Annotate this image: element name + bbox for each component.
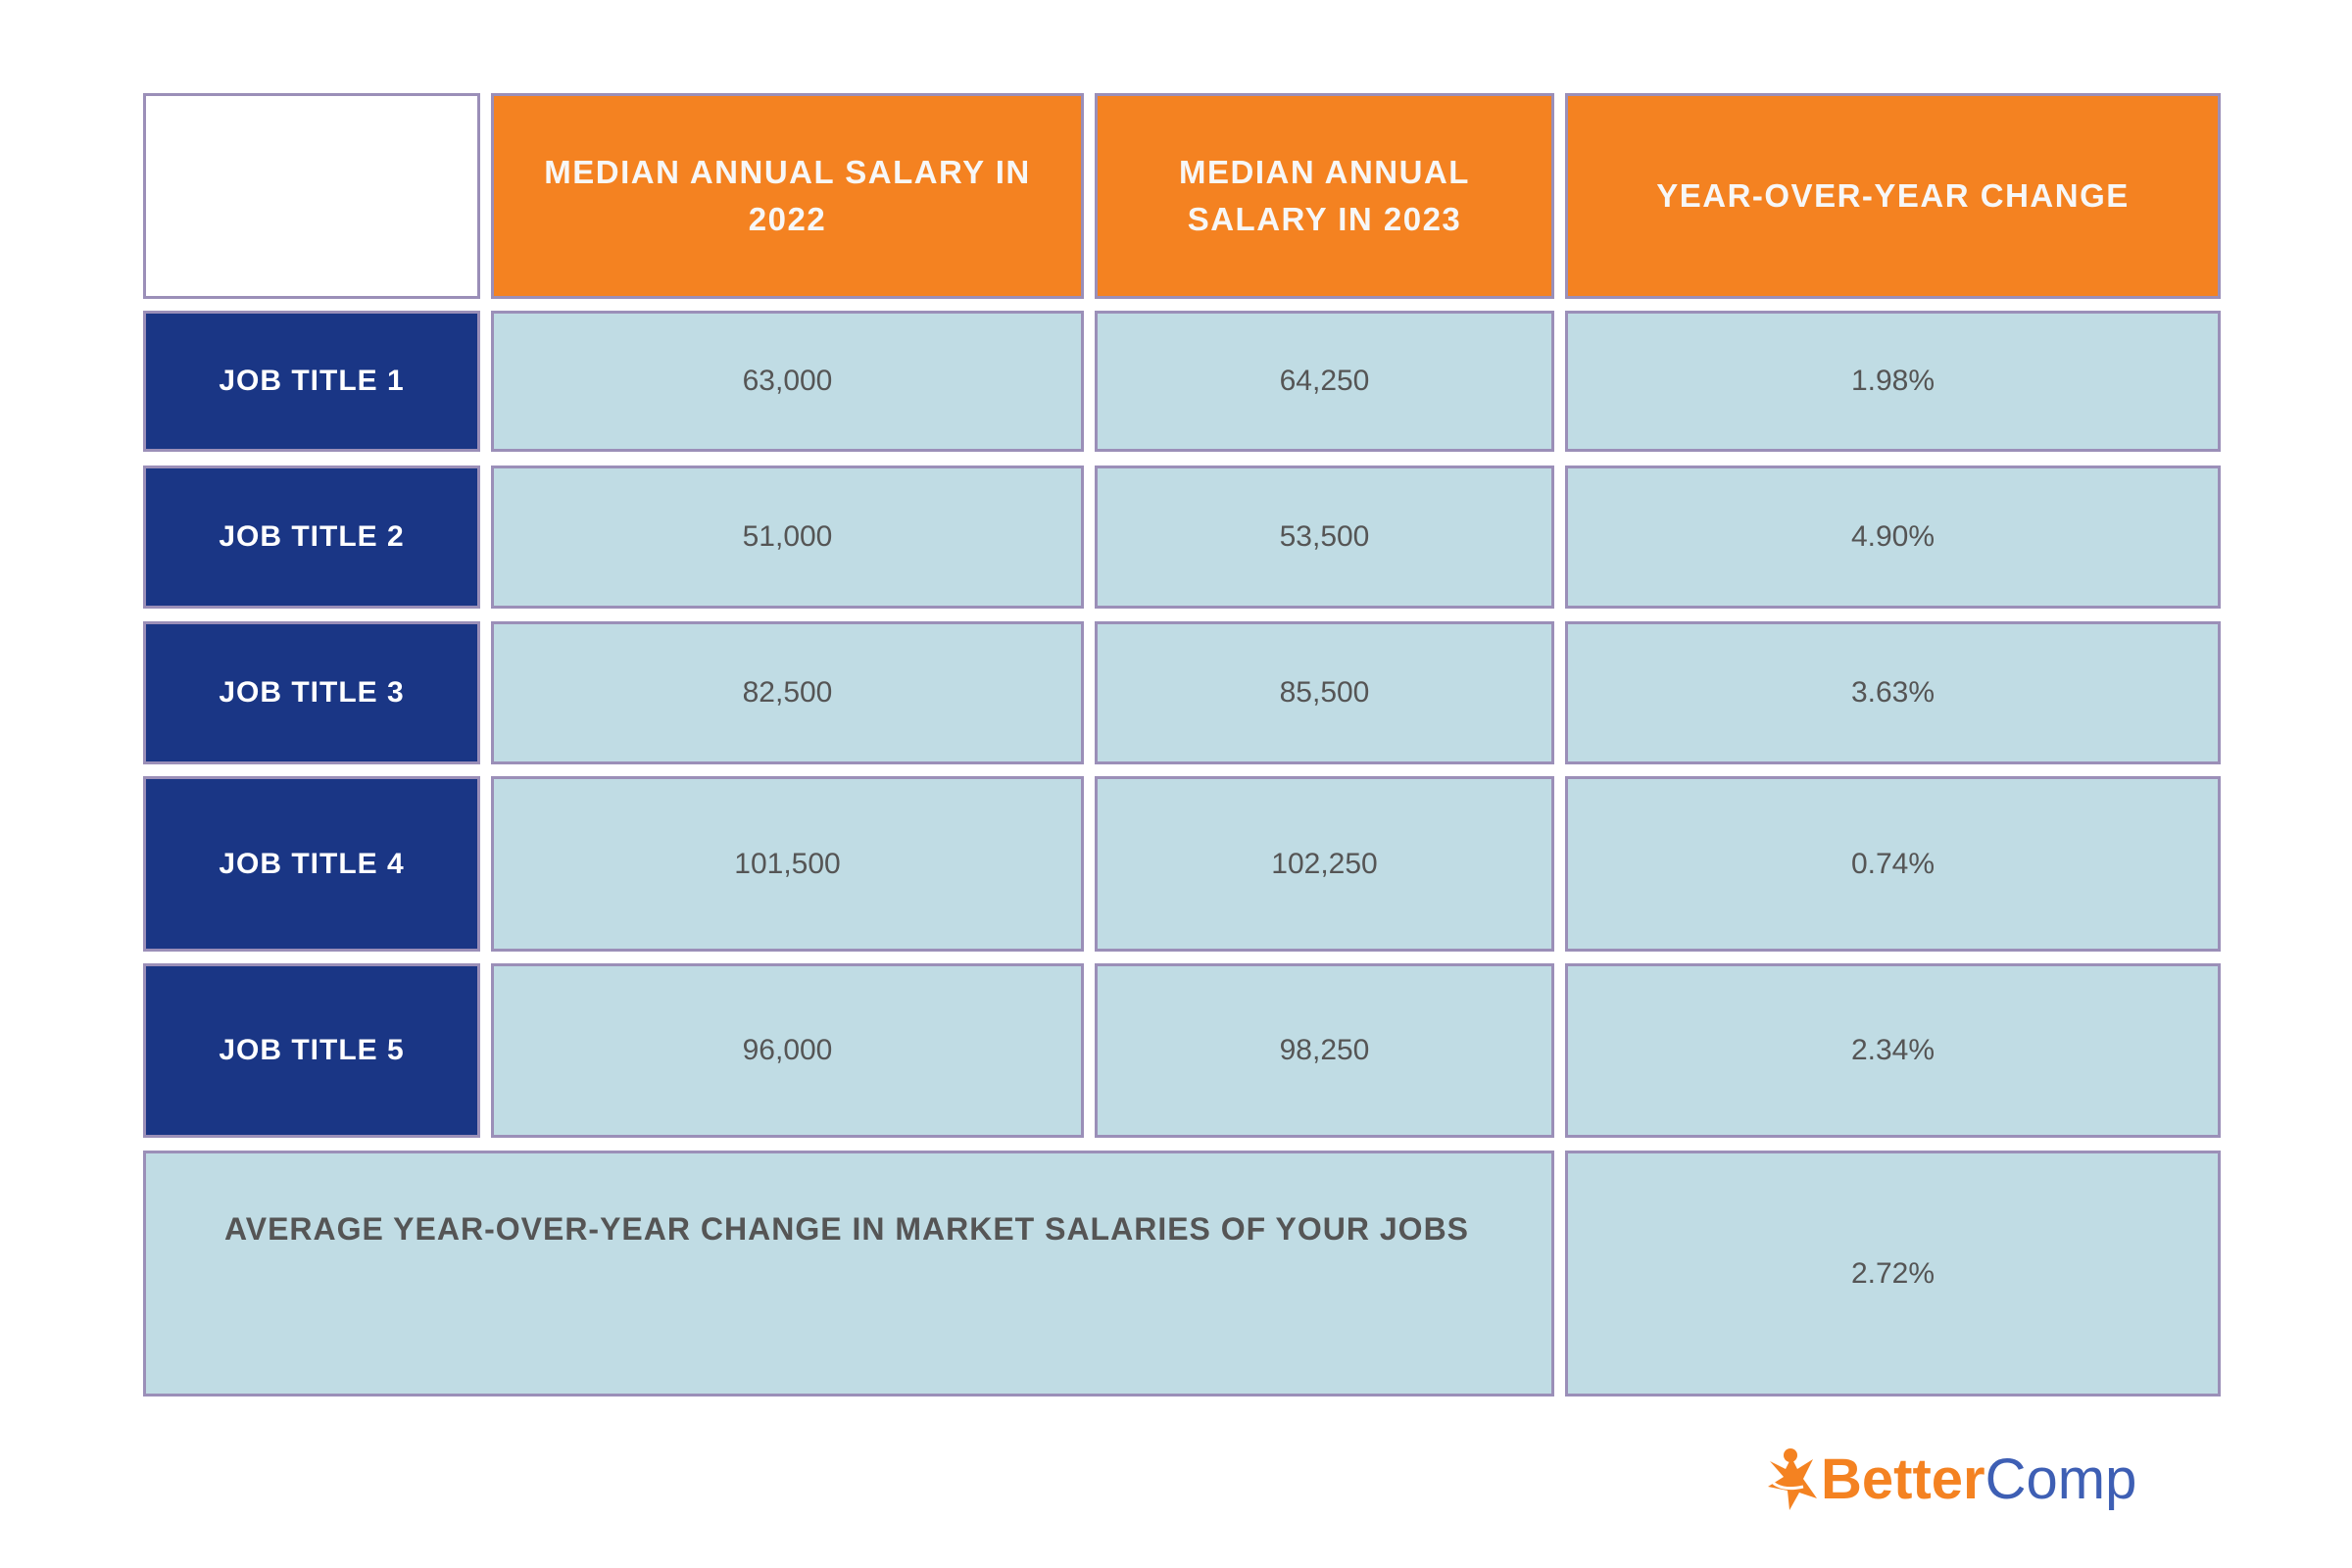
salary-2023-cell: 102,250 — [1095, 776, 1554, 952]
bettercomp-logo: Better Comp — [1764, 1446, 2136, 1512]
logo-text-better: Better — [1821, 1447, 1985, 1511]
yoy-change-cell: 1.98% — [1565, 311, 2221, 452]
salary-2023-cell: 64,250 — [1095, 311, 1554, 452]
header-salary-2023: MEDIAN ANNUAL SALARY IN 2023 — [1095, 93, 1554, 299]
salary-2023-cell: 53,500 — [1095, 466, 1554, 609]
logo-text-comp: Comp — [1984, 1447, 2137, 1511]
header-yoy-change: YEAR-OVER-YEAR CHANGE — [1565, 93, 2221, 299]
average-label-cell: AVERAGE YEAR-OVER-YEAR CHANGE IN MARKET … — [143, 1151, 1554, 1396]
average-label: AVERAGE YEAR-OVER-YEAR CHANGE IN MARKET … — [223, 1211, 1470, 1247]
yoy-change-cell: 4.90% — [1565, 466, 2221, 609]
header-empty-cell — [143, 93, 480, 299]
row-title-cell: JOB TITLE 4 — [143, 776, 480, 952]
yoy-change-cell: 0.74% — [1565, 776, 2221, 952]
salary-2022-cell: 101,500 — [491, 776, 1084, 952]
header-salary-2022: MEDIAN ANNUAL SALARY IN 2022 — [491, 93, 1084, 299]
row-title-cell: JOB TITLE 1 — [143, 311, 480, 452]
row-title-cell: JOB TITLE 5 — [143, 963, 480, 1138]
row-title-cell: JOB TITLE 3 — [143, 621, 480, 764]
salary-2022-cell: 51,000 — [491, 466, 1084, 609]
salary-2022-cell: 96,000 — [491, 963, 1084, 1138]
yoy-change-cell: 3.63% — [1565, 621, 2221, 764]
salary-2022-cell: 82,500 — [491, 621, 1084, 764]
yoy-change-cell: 2.34% — [1565, 963, 2221, 1138]
star-person-icon — [1766, 1447, 1817, 1510]
salary-2023-cell: 98,250 — [1095, 963, 1554, 1138]
average-value-cell: 2.72% — [1565, 1151, 2221, 1396]
salary-2023-cell: 85,500 — [1095, 621, 1554, 764]
salary-2022-cell: 63,000 — [491, 311, 1084, 452]
row-title-cell: JOB TITLE 2 — [143, 466, 480, 609]
